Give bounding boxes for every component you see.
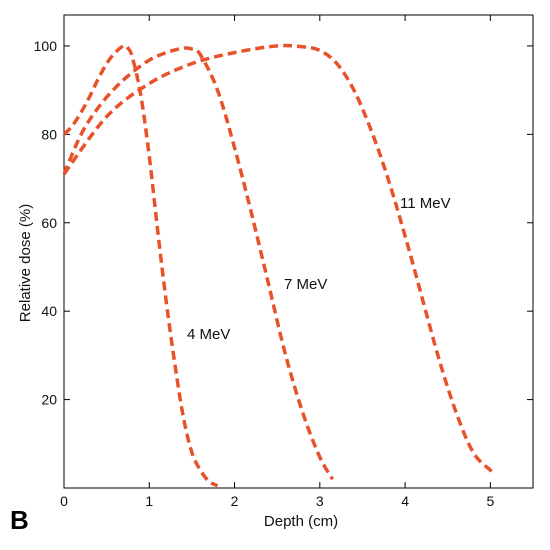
series-label-4-mev: 4 MeV — [187, 326, 230, 343]
x-tick-label: 3 — [316, 493, 324, 509]
series-line-7-mev — [62, 46, 335, 481]
y-tick-label: 40 — [41, 303, 57, 319]
x-tick-label: 2 — [231, 493, 239, 509]
series-label-7-mev: 7 MeV — [284, 276, 327, 293]
tick-marks — [63, 15, 533, 488]
series-annotations: 4 MeV 7 MeV 11 MeV — [187, 195, 451, 343]
y-tick-label: 80 — [41, 126, 57, 142]
axes — [63, 14, 534, 489]
x-tick-label: 4 — [401, 493, 409, 509]
series-label-11-mev: 11 MeV — [400, 195, 451, 212]
y-tick-label: 60 — [41, 215, 57, 231]
y-tick-label: 20 — [41, 392, 57, 408]
tick-labels: 0 1 2 3 4 5 20 40 60 80 100 — [34, 38, 495, 509]
y-tick-label: 100 — [34, 38, 58, 54]
plot-frame — [63, 14, 534, 489]
x-tick-label: 5 — [486, 493, 494, 509]
series-line-4-mev — [62, 43, 219, 488]
y-axis-title: Relative dose (%) — [17, 204, 34, 322]
x-axis-title: Depth (cm) — [264, 513, 338, 530]
x-tick-label: 1 — [145, 493, 153, 509]
panel-letter: B — [10, 505, 29, 535]
x-tick-label: 0 — [60, 493, 68, 509]
series-lines — [62, 43, 496, 488]
series-line-11-mev — [62, 43, 496, 476]
